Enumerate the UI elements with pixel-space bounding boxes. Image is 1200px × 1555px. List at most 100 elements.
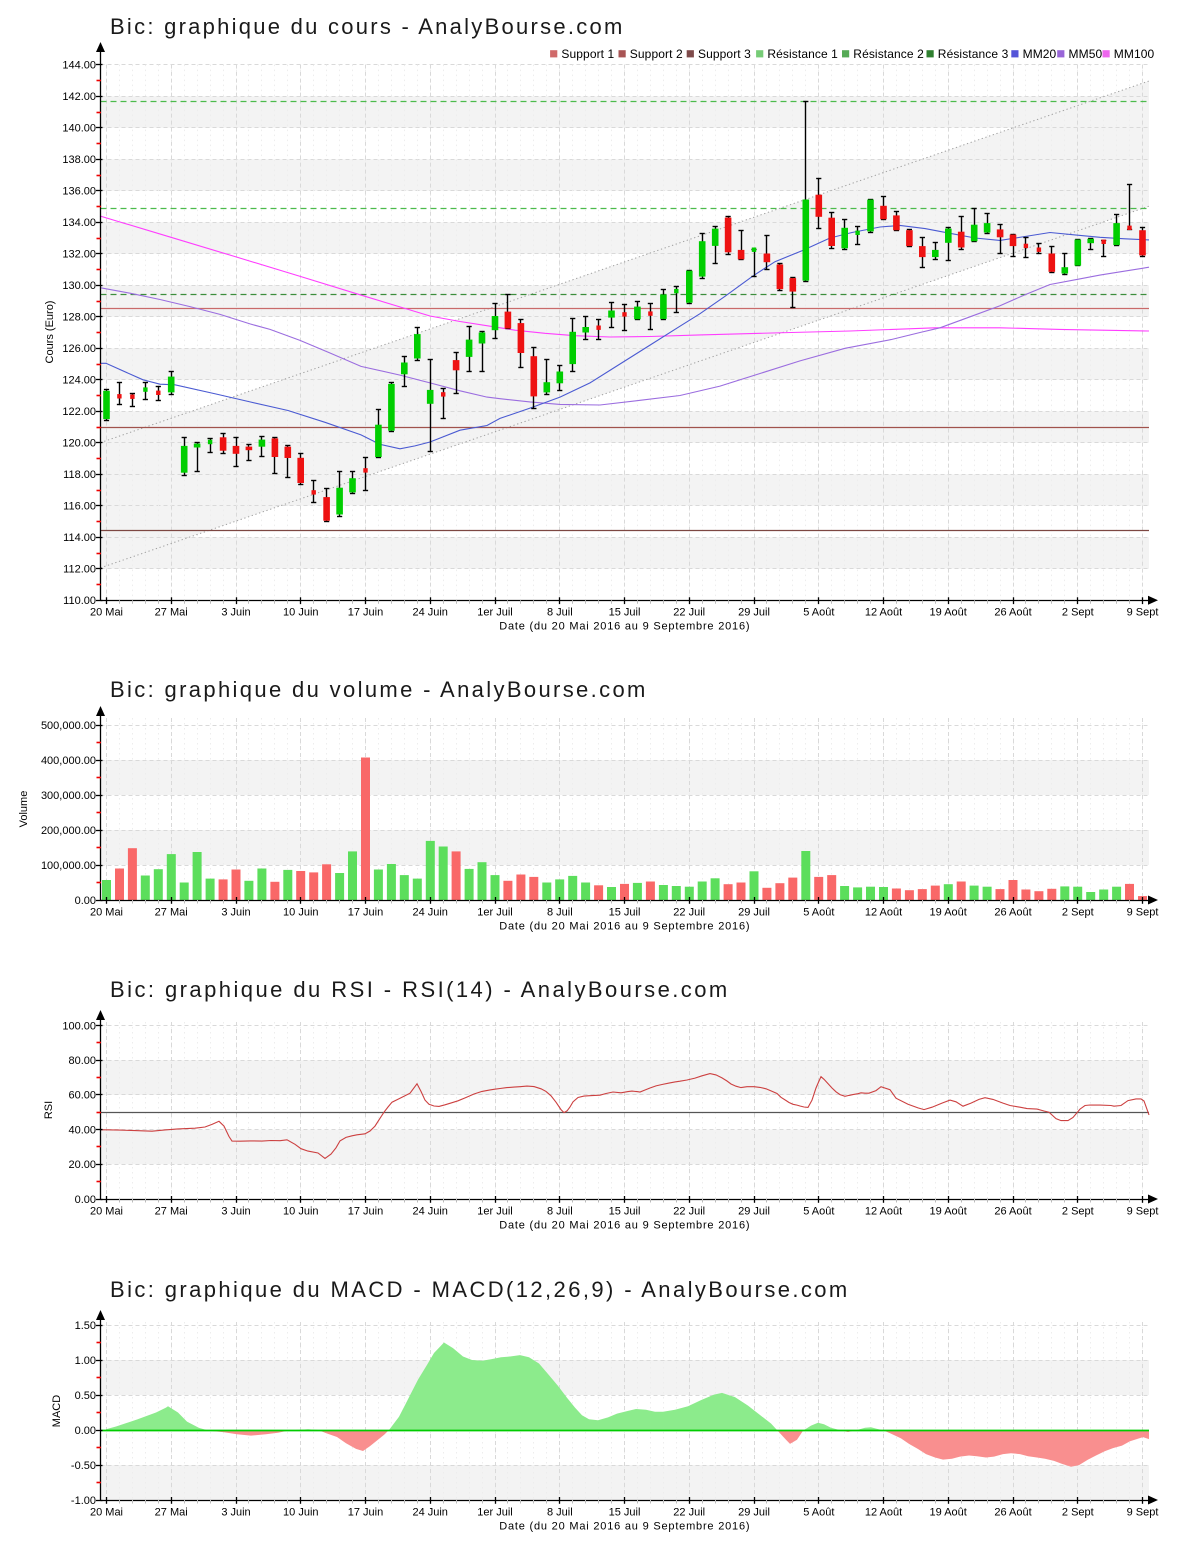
svg-text:Cours (Euro): Cours (Euro) bbox=[44, 301, 56, 364]
svg-text:17 Juin: 17 Juin bbox=[348, 607, 383, 619]
svg-text:142.00: 142.00 bbox=[62, 91, 96, 103]
svg-text:5 Août: 5 Août bbox=[803, 1206, 834, 1218]
svg-text:500,000.00: 500,000.00 bbox=[41, 720, 96, 732]
svg-text:2 Sept: 2 Sept bbox=[1062, 607, 1094, 619]
svg-text:1er Juil: 1er Juil bbox=[477, 1507, 512, 1519]
svg-text:29 Juil: 29 Juil bbox=[738, 607, 770, 619]
svg-text:3 Juin: 3 Juin bbox=[221, 1507, 250, 1519]
svg-text:0.00: 0.00 bbox=[75, 1194, 96, 1206]
svg-text:5 Août: 5 Août bbox=[803, 907, 834, 919]
svg-text:5 Août: 5 Août bbox=[803, 607, 834, 619]
svg-text:Support 3: Support 3 bbox=[698, 47, 751, 61]
svg-text:20 Mai: 20 Mai bbox=[90, 907, 123, 919]
svg-text:132.00: 132.00 bbox=[62, 249, 96, 261]
svg-text:126.00: 126.00 bbox=[62, 343, 96, 355]
svg-text:3 Juin: 3 Juin bbox=[221, 1206, 250, 1218]
svg-text:10 Juin: 10 Juin bbox=[283, 1206, 318, 1218]
svg-text:10 Juin: 10 Juin bbox=[283, 1507, 318, 1519]
svg-text:116.00: 116.00 bbox=[63, 501, 96, 513]
svg-text:Date (du 20 Mai 2016 au 9 Sept: Date (du 20 Mai 2016 au 9 Septembre 2016… bbox=[499, 921, 750, 933]
svg-text:27 Mai: 27 Mai bbox=[155, 907, 188, 919]
svg-text:114.00: 114.00 bbox=[63, 532, 96, 544]
svg-text:Bic: graphique du MACD - MACD(: Bic: graphique du MACD - MACD(12,26,9) -… bbox=[110, 1277, 850, 1302]
svg-text:1.00: 1.00 bbox=[75, 1355, 96, 1367]
svg-text:110.00: 110.00 bbox=[63, 595, 96, 607]
svg-text:1.50: 1.50 bbox=[75, 1320, 96, 1332]
svg-text:-0.50: -0.50 bbox=[71, 1460, 96, 1472]
svg-text:20.00: 20.00 bbox=[68, 1159, 96, 1171]
svg-text:1er Juil: 1er Juil bbox=[477, 907, 512, 919]
svg-text:Résistance 3: Résistance 3 bbox=[938, 47, 1009, 61]
svg-text:112.00: 112.00 bbox=[63, 564, 96, 576]
svg-text:-1.00: -1.00 bbox=[71, 1495, 96, 1507]
svg-text:60.00: 60.00 bbox=[68, 1090, 96, 1102]
svg-text:12 Août: 12 Août bbox=[865, 907, 902, 919]
svg-text:27 Mai: 27 Mai bbox=[155, 1507, 188, 1519]
svg-text:128.00: 128.00 bbox=[62, 312, 96, 324]
svg-text:19 Août: 19 Août bbox=[930, 607, 967, 619]
svg-text:22 Juil: 22 Juil bbox=[673, 907, 705, 919]
svg-text:9 Sept: 9 Sept bbox=[1127, 607, 1159, 619]
svg-text:12 Août: 12 Août bbox=[865, 1206, 902, 1218]
svg-text:Support 2: Support 2 bbox=[630, 47, 683, 61]
svg-text:400,000.00: 400,000.00 bbox=[41, 755, 96, 767]
svg-text:134.00: 134.00 bbox=[62, 217, 96, 229]
svg-text:MM50: MM50 bbox=[1069, 47, 1103, 61]
svg-text:0.00: 0.00 bbox=[75, 1425, 96, 1437]
svg-text:MM20: MM20 bbox=[1023, 47, 1057, 61]
svg-text:0.00: 0.00 bbox=[75, 895, 96, 907]
svg-text:MM100: MM100 bbox=[1114, 47, 1155, 61]
svg-text:9 Sept: 9 Sept bbox=[1127, 907, 1159, 919]
svg-text:Résistance 2: Résistance 2 bbox=[853, 47, 924, 61]
svg-text:3 Juin: 3 Juin bbox=[221, 607, 250, 619]
svg-text:15 Juil: 15 Juil bbox=[609, 1206, 641, 1218]
svg-text:Bic: graphique du cours - Anal: Bic: graphique du cours - AnalyBourse.co… bbox=[110, 14, 625, 39]
svg-text:300,000.00: 300,000.00 bbox=[41, 790, 96, 802]
svg-text:20 Mai: 20 Mai bbox=[90, 1206, 123, 1218]
svg-text:15 Juil: 15 Juil bbox=[609, 607, 641, 619]
svg-text:22 Juil: 22 Juil bbox=[673, 607, 705, 619]
svg-text:22 Juil: 22 Juil bbox=[673, 1206, 705, 1218]
svg-text:118.00: 118.00 bbox=[63, 469, 96, 481]
svg-text:3 Juin: 3 Juin bbox=[221, 907, 250, 919]
svg-text:8 Juil: 8 Juil bbox=[547, 607, 573, 619]
svg-text:1er Juil: 1er Juil bbox=[477, 1206, 512, 1218]
svg-text:24 Juin: 24 Juin bbox=[412, 1206, 447, 1218]
svg-text:130.00: 130.00 bbox=[62, 280, 96, 292]
svg-text:124.00: 124.00 bbox=[62, 375, 96, 387]
svg-text:MACD: MACD bbox=[51, 1395, 63, 1427]
svg-text:24 Juin: 24 Juin bbox=[412, 907, 447, 919]
svg-text:26 Août: 26 Août bbox=[994, 907, 1031, 919]
svg-text:100.00: 100.00 bbox=[62, 1020, 96, 1032]
svg-text:15 Juil: 15 Juil bbox=[609, 907, 641, 919]
svg-text:122.00: 122.00 bbox=[62, 406, 96, 418]
svg-text:19 Août: 19 Août bbox=[930, 1507, 967, 1519]
svg-text:17 Juin: 17 Juin bbox=[348, 1206, 383, 1218]
svg-text:8 Juil: 8 Juil bbox=[547, 907, 573, 919]
svg-text:20 Mai: 20 Mai bbox=[90, 1507, 123, 1519]
svg-text:15 Juil: 15 Juil bbox=[609, 1507, 641, 1519]
svg-text:2 Sept: 2 Sept bbox=[1062, 1206, 1094, 1218]
svg-text:2 Sept: 2 Sept bbox=[1062, 1507, 1094, 1519]
svg-text:8 Juil: 8 Juil bbox=[547, 1507, 573, 1519]
svg-text:100,000.00: 100,000.00 bbox=[41, 860, 96, 872]
svg-text:17 Juin: 17 Juin bbox=[348, 907, 383, 919]
svg-text:19 Août: 19 Août bbox=[930, 1206, 967, 1218]
svg-text:24 Juin: 24 Juin bbox=[412, 607, 447, 619]
svg-text:9 Sept: 9 Sept bbox=[1127, 1206, 1159, 1218]
svg-text:144.00: 144.00 bbox=[62, 60, 96, 72]
svg-text:29 Juil: 29 Juil bbox=[738, 907, 770, 919]
svg-text:26 Août: 26 Août bbox=[994, 1507, 1031, 1519]
svg-text:8 Juil: 8 Juil bbox=[547, 1206, 573, 1218]
svg-text:10 Juin: 10 Juin bbox=[283, 607, 318, 619]
svg-text:RSI: RSI bbox=[43, 1101, 55, 1119]
svg-text:Support 1: Support 1 bbox=[561, 47, 614, 61]
svg-text:1er Juil: 1er Juil bbox=[477, 607, 512, 619]
svg-text:26 Août: 26 Août bbox=[994, 607, 1031, 619]
svg-text:80.00: 80.00 bbox=[68, 1055, 96, 1067]
svg-text:20 Mai: 20 Mai bbox=[90, 607, 123, 619]
svg-text:40.00: 40.00 bbox=[68, 1124, 96, 1136]
svg-text:200,000.00: 200,000.00 bbox=[41, 825, 96, 837]
svg-text:19 Août: 19 Août bbox=[930, 907, 967, 919]
svg-text:22 Juil: 22 Juil bbox=[673, 1507, 705, 1519]
